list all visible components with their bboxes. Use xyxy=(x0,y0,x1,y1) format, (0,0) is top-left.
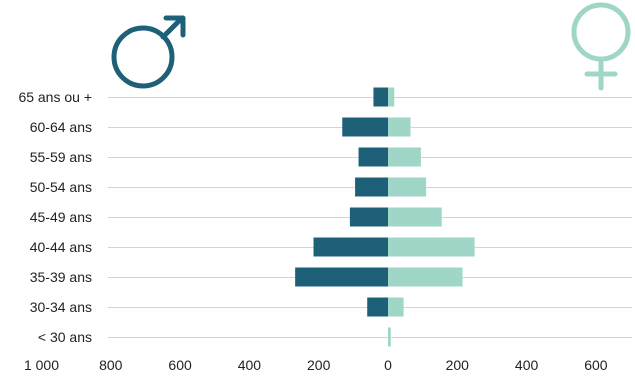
category-labels: 65 ans ou + 60-64 ans 55-59 ans 50-54 ans 45… xyxy=(18,89,92,345)
x-tick-label: 600 xyxy=(168,357,192,373)
x-tick-label: 800 xyxy=(99,357,123,373)
category-label: 60-64 ans xyxy=(30,119,92,135)
x-tick-label: 1 000 xyxy=(24,357,59,373)
male-symbol-icon xyxy=(111,15,186,89)
bar-male xyxy=(373,87,388,107)
category-label: 65 ans ou + xyxy=(18,89,92,105)
bar-male xyxy=(342,117,388,137)
bar-female xyxy=(388,117,411,137)
bar-female xyxy=(388,237,475,257)
bar-female xyxy=(388,297,404,317)
bar-female xyxy=(388,267,463,287)
bar-female xyxy=(388,87,395,107)
category-label: 30-34 ans xyxy=(30,299,92,315)
category-label: < 30 ans xyxy=(38,329,92,345)
bar-female xyxy=(388,327,391,347)
bar-female xyxy=(388,177,427,197)
bar-female xyxy=(388,147,421,167)
bars xyxy=(295,87,475,347)
category-label: 40-44 ans xyxy=(30,239,92,255)
x-tick-label: 600 xyxy=(584,357,608,373)
bar-male xyxy=(313,237,388,257)
bar-male xyxy=(355,177,388,197)
x-tick-label: 400 xyxy=(238,357,262,373)
bar-male xyxy=(367,297,388,317)
category-label: 55-59 ans xyxy=(30,149,92,165)
x-tick-label: 400 xyxy=(515,357,539,373)
bar-male xyxy=(358,147,388,167)
category-label: 45-49 ans xyxy=(30,209,92,225)
x-tick-label: 0 xyxy=(384,357,392,373)
bar-male xyxy=(349,207,388,227)
category-label: 35-39 ans xyxy=(30,269,92,285)
x-tick-label: 200 xyxy=(307,357,331,373)
bar-female xyxy=(388,207,442,227)
female-symbol-icon xyxy=(571,2,631,91)
x-tick-label: 200 xyxy=(446,357,470,373)
x-axis-tick-labels: 1 000 800 600 400 200 0 200 400 600 xyxy=(24,357,608,373)
category-label: 50-54 ans xyxy=(30,179,92,195)
bar-male xyxy=(295,267,388,287)
